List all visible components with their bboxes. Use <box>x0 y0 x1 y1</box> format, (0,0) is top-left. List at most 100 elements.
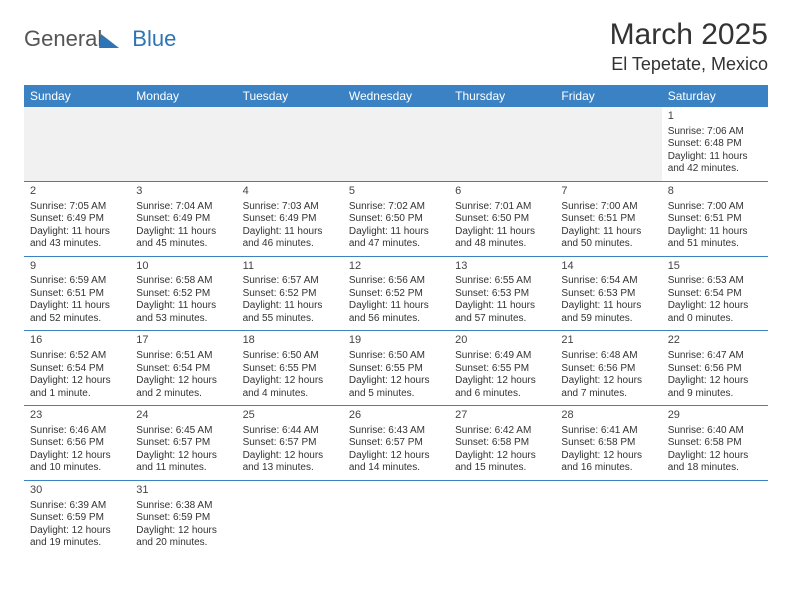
daylight-line: and 10 minutes. <box>30 462 124 475</box>
daylight-line: Daylight: 12 hours <box>30 450 124 463</box>
sunset-line: Sunset: 6:54 PM <box>668 288 762 301</box>
day-number: 13 <box>455 260 549 274</box>
daylight-line: Daylight: 12 hours <box>349 450 443 463</box>
day-number: 7 <box>561 185 655 199</box>
calendar-day: 23Sunrise: 6:46 AMSunset: 6:56 PMDayligh… <box>24 406 130 480</box>
daylight-line: and 9 minutes. <box>668 388 762 401</box>
sunset-line: Sunset: 6:56 PM <box>668 363 762 376</box>
calendar-day: 27Sunrise: 6:42 AMSunset: 6:58 PMDayligh… <box>449 406 555 480</box>
sunset-line: Sunset: 6:55 PM <box>349 363 443 376</box>
sunset-line: Sunset: 6:55 PM <box>455 363 549 376</box>
daylight-line: Daylight: 11 hours <box>349 226 443 239</box>
daylight-line: Daylight: 11 hours <box>668 226 762 239</box>
calendar-day: 18Sunrise: 6:50 AMSunset: 6:55 PMDayligh… <box>237 331 343 405</box>
daylight-line: and 45 minutes. <box>136 238 230 251</box>
day-number: 6 <box>455 185 549 199</box>
daylight-line: Daylight: 12 hours <box>455 450 549 463</box>
calendar-day: 24Sunrise: 6:45 AMSunset: 6:57 PMDayligh… <box>130 406 236 480</box>
sunset-line: Sunset: 6:51 PM <box>30 288 124 301</box>
sunset-line: Sunset: 6:49 PM <box>30 213 124 226</box>
daylight-line: Daylight: 11 hours <box>349 300 443 313</box>
sunrise-line: Sunrise: 6:51 AM <box>136 350 230 363</box>
weekday-sunday: Sunday <box>24 85 130 107</box>
daylight-line: Daylight: 12 hours <box>243 375 337 388</box>
day-number: 4 <box>243 185 337 199</box>
sunrise-line: Sunrise: 6:52 AM <box>30 350 124 363</box>
day-number: 23 <box>30 409 124 423</box>
sunset-line: Sunset: 6:50 PM <box>349 213 443 226</box>
calendar-day: 21Sunrise: 6:48 AMSunset: 6:56 PMDayligh… <box>555 331 661 405</box>
sunrise-line: Sunrise: 6:50 AM <box>349 350 443 363</box>
daylight-line: and 57 minutes. <box>455 313 549 326</box>
daylight-line: Daylight: 11 hours <box>243 300 337 313</box>
calendar-day: 5 Sunrise: 7:02 AMSunset: 6:50 PMDaylight… <box>343 182 449 256</box>
calendar-day-blank <box>237 481 343 555</box>
daylight-line: and 4 minutes. <box>243 388 337 401</box>
daylight-line: Daylight: 12 hours <box>349 375 443 388</box>
sunrise-line: Sunrise: 7:00 AM <box>561 201 655 214</box>
day-number: 25 <box>243 409 337 423</box>
sunrise-line: Sunrise: 6:54 AM <box>561 275 655 288</box>
daylight-line: Daylight: 12 hours <box>668 450 762 463</box>
logo-text-blue: Blue <box>132 26 176 52</box>
sunrise-line: Sunrise: 6:47 AM <box>668 350 762 363</box>
sunrise-line: Sunrise: 7:05 AM <box>30 201 124 214</box>
calendar-day-blank <box>237 107 343 181</box>
daylight-line: Daylight: 11 hours <box>561 300 655 313</box>
calendar-week: 9Sunrise: 6:59 AMSunset: 6:51 PMDaylight… <box>24 257 768 332</box>
logo: General Blue <box>24 18 176 52</box>
daylight-line: and 55 minutes. <box>243 313 337 326</box>
calendar-day: 26Sunrise: 6:43 AMSunset: 6:57 PMDayligh… <box>343 406 449 480</box>
calendar-week: 2Sunrise: 7:05 AMSunset: 6:49 PMDaylight… <box>24 182 768 257</box>
calendar-body: 1Sunrise: 7:06 AMSunset: 6:48 PMDaylight… <box>24 107 768 555</box>
sunrise-line: Sunrise: 6:53 AM <box>668 275 762 288</box>
day-number: 10 <box>136 260 230 274</box>
calendar-day: 17Sunrise: 6:51 AMSunset: 6:54 PMDayligh… <box>130 331 236 405</box>
day-number: 15 <box>668 260 762 274</box>
calendar-day: 7Sunrise: 7:00 AMSunset: 6:51 PMDaylight… <box>555 182 661 256</box>
calendar-week: 1Sunrise: 7:06 AMSunset: 6:48 PMDaylight… <box>24 107 768 182</box>
day-number: 27 <box>455 409 549 423</box>
location-label: El Tepetate, Mexico <box>610 54 768 75</box>
day-number: 5 <box>349 185 443 199</box>
sunset-line: Sunset: 6:58 PM <box>668 437 762 450</box>
sunrise-line: Sunrise: 6:40 AM <box>668 425 762 438</box>
sunrise-line: Sunrise: 7:00 AM <box>668 201 762 214</box>
weekday-saturday: Saturday <box>662 85 768 107</box>
daylight-line: Daylight: 12 hours <box>455 375 549 388</box>
sunset-line: Sunset: 6:49 PM <box>136 213 230 226</box>
sunrise-line: Sunrise: 7:02 AM <box>349 201 443 214</box>
day-number: 22 <box>668 334 762 348</box>
calendar-day-blank <box>343 481 449 555</box>
calendar-day: 2Sunrise: 7:05 AMSunset: 6:49 PMDaylight… <box>24 182 130 256</box>
daylight-line: and 18 minutes. <box>668 462 762 475</box>
sunrise-line: Sunrise: 6:58 AM <box>136 275 230 288</box>
day-number: 19 <box>349 334 443 348</box>
daylight-line: and 2 minutes. <box>136 388 230 401</box>
daylight-line: Daylight: 11 hours <box>455 300 549 313</box>
day-number: 21 <box>561 334 655 348</box>
daylight-line: Daylight: 11 hours <box>30 226 124 239</box>
sunrise-line: Sunrise: 7:06 AM <box>668 126 762 139</box>
sunset-line: Sunset: 6:49 PM <box>243 213 337 226</box>
daylight-line: and 52 minutes. <box>30 313 124 326</box>
calendar-day: 3Sunrise: 7:04 AMSunset: 6:49 PMDaylight… <box>130 182 236 256</box>
daylight-line: and 59 minutes. <box>561 313 655 326</box>
day-number: 8 <box>668 185 762 199</box>
day-number: 12 <box>349 260 443 274</box>
calendar-header-row: Sunday Monday Tuesday Wednesday Thursday… <box>24 85 768 107</box>
sunrise-line: Sunrise: 6:45 AM <box>136 425 230 438</box>
daylight-line: and 48 minutes. <box>455 238 549 251</box>
daylight-line: and 19 minutes. <box>30 537 124 550</box>
sunrise-line: Sunrise: 6:56 AM <box>349 275 443 288</box>
day-number: 1 <box>668 110 762 124</box>
calendar-day: 12Sunrise: 6:56 AMSunset: 6:52 PMDayligh… <box>343 257 449 331</box>
calendar-day: 25Sunrise: 6:44 AMSunset: 6:57 PMDayligh… <box>237 406 343 480</box>
calendar-day-blank <box>449 481 555 555</box>
sunrise-line: Sunrise: 6:43 AM <box>349 425 443 438</box>
daylight-line: Daylight: 11 hours <box>455 226 549 239</box>
sunset-line: Sunset: 6:54 PM <box>30 363 124 376</box>
daylight-line: Daylight: 12 hours <box>30 525 124 538</box>
daylight-line: and 0 minutes. <box>668 313 762 326</box>
calendar-day-blank <box>449 107 555 181</box>
